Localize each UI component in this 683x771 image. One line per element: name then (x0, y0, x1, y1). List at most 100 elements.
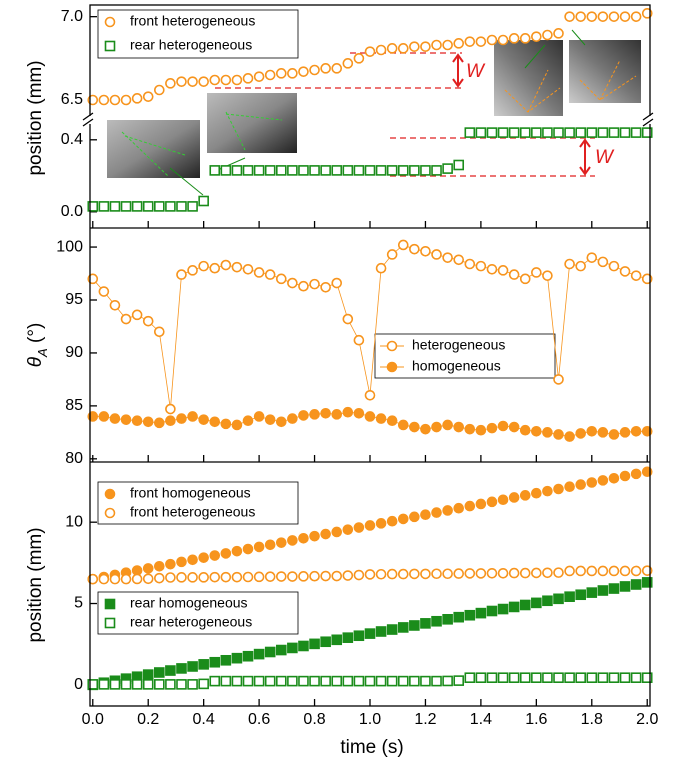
data-point (199, 415, 208, 424)
data-point (310, 677, 319, 686)
data-point (122, 315, 131, 324)
y-axis-label: position (mm) (25, 527, 46, 642)
data-point (177, 664, 186, 673)
x-axis-label: time (s) (340, 737, 403, 758)
data-point (543, 428, 552, 437)
x-tick-label: 0.4 (193, 711, 215, 728)
data-point (487, 607, 496, 616)
data-point (332, 279, 341, 288)
legend-label: rear heterogeneous (130, 37, 252, 53)
data-point (366, 391, 375, 400)
data-point (188, 202, 197, 211)
data-point (199, 573, 208, 582)
series-line (93, 245, 647, 409)
data-point (632, 12, 641, 21)
data-point (354, 571, 363, 580)
data-point (521, 426, 530, 435)
data-point (543, 568, 552, 577)
data-point (343, 166, 352, 175)
data-point (499, 128, 508, 137)
data-point (399, 623, 408, 632)
data-point (554, 485, 563, 494)
data-point (299, 641, 308, 650)
data-point (321, 572, 330, 581)
data-point (266, 166, 275, 175)
data-point (166, 573, 175, 582)
data-point (321, 637, 330, 646)
data-point (299, 534, 308, 543)
data-point (266, 572, 275, 581)
data-point (255, 542, 264, 551)
data-point (499, 36, 508, 45)
data-point (310, 639, 319, 648)
data-point (487, 497, 496, 506)
data-point (133, 94, 142, 103)
data-point (188, 680, 197, 689)
data-point (410, 569, 419, 578)
x-tick-label: 0.6 (248, 711, 270, 728)
data-point (366, 629, 375, 638)
legend-label: front homogeneous (130, 485, 251, 501)
data-point (232, 654, 241, 663)
data-point (199, 553, 208, 562)
data-point (122, 575, 131, 584)
data-point (499, 569, 508, 578)
data-point (255, 677, 264, 686)
data-point (244, 573, 253, 582)
data-point (244, 416, 253, 425)
data-point (232, 420, 241, 429)
data-point (521, 600, 530, 609)
data-point (166, 79, 175, 88)
data-point (598, 673, 607, 682)
data-point (532, 673, 541, 682)
data-point (421, 247, 430, 256)
data-point (465, 611, 474, 620)
data-point (244, 166, 253, 175)
legend-label: front heterogeneous (130, 504, 255, 520)
data-point (244, 74, 253, 83)
legend-marker (106, 509, 115, 518)
data-point (443, 506, 452, 515)
data-point (210, 677, 219, 686)
data-point (177, 680, 186, 689)
data-point (421, 569, 430, 578)
legend-label: heterogeneous (412, 337, 505, 353)
data-point (432, 508, 441, 517)
data-point (310, 410, 319, 419)
legend-marker (388, 363, 397, 372)
data-point (133, 574, 142, 583)
data-point (110, 202, 119, 211)
data-point (399, 514, 408, 523)
data-point (565, 128, 574, 137)
data-point (155, 202, 164, 211)
data-point (554, 594, 563, 603)
y-tick-label: 5 (74, 595, 83, 612)
data-point (443, 615, 452, 624)
data-point (432, 250, 441, 259)
data-point (332, 410, 341, 419)
data-point (199, 262, 208, 271)
data-point (388, 517, 397, 526)
data-point (432, 166, 441, 175)
data-point (621, 267, 630, 276)
data-point (587, 588, 596, 597)
data-point (543, 487, 552, 496)
plot: 6.57.0front heterogeneous0.00.4rear hete… (56, 8, 658, 728)
data-point (532, 128, 541, 137)
data-point (576, 262, 585, 271)
data-point (321, 530, 330, 539)
data-point (587, 253, 596, 262)
data-point (232, 677, 241, 686)
data-point (199, 77, 208, 86)
data-point (310, 532, 319, 541)
data-point (343, 315, 352, 324)
data-point (354, 336, 363, 345)
data-point (144, 564, 153, 573)
data-point (487, 673, 496, 682)
data-point (122, 202, 131, 211)
data-point (144, 317, 153, 326)
data-point (266, 270, 275, 279)
data-point (310, 166, 319, 175)
data-point (421, 677, 430, 686)
data-point (554, 375, 563, 384)
